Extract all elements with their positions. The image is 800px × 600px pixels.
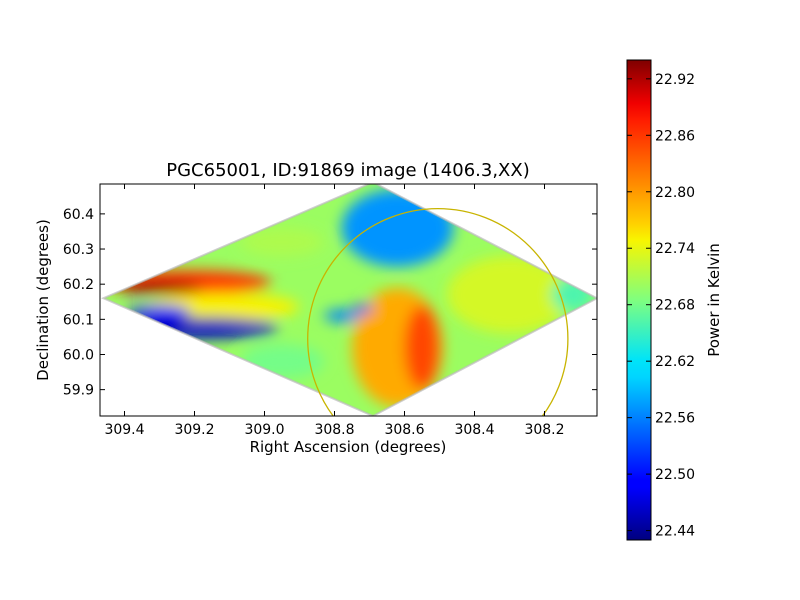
field-region <box>324 309 359 323</box>
axes-frame <box>99 183 598 417</box>
y-axis-label: Declination (degrees) <box>34 219 52 381</box>
y-tick-label: 60.2 <box>63 277 94 293</box>
field-edge <box>100 184 597 416</box>
colorbar-tick-label: 22.86 <box>655 128 695 144</box>
field-region <box>551 277 594 313</box>
field-base <box>103 184 597 416</box>
colorbar-tick-label: 22.56 <box>655 411 695 427</box>
colorbar-label: Power in Kelvin <box>705 243 723 357</box>
x-tick-label: 308.6 <box>384 422 424 438</box>
field-region <box>240 227 324 257</box>
field-region <box>446 256 573 334</box>
colorbar-ticks: 22.44 22.50 22.56 22.62 22.68 22.74 22.80 22.86… <box>627 72 695 540</box>
field-regions <box>103 189 594 408</box>
field-region <box>341 189 454 267</box>
field-region <box>352 304 373 313</box>
y-tick-label: 60.0 <box>63 347 94 363</box>
beam-circle <box>307 207 569 416</box>
y-tick-label: 60.1 <box>63 312 94 328</box>
heatmap-field <box>100 184 597 416</box>
x-tick-label: 309.2 <box>174 422 214 438</box>
y-axis: 59.9 60.0 60.1 60.2 60.3 60.4 <box>63 207 597 399</box>
field-region <box>404 305 440 390</box>
field-region <box>117 281 202 295</box>
colorbar-gradient <box>626 59 652 541</box>
colorbar-tick-label: 22.74 <box>655 241 695 257</box>
colorbar-tick-label: 22.50 <box>655 467 695 483</box>
colorbar: 22.44 22.50 22.56 22.62 22.68 22.74 22.80 22.86… <box>626 59 723 541</box>
x-tick-label: 308.8 <box>314 422 354 438</box>
y-tick-label: 60.4 <box>63 207 94 223</box>
field-region <box>124 317 279 339</box>
x-tick-label: 308.2 <box>524 422 564 438</box>
colorbar-tick-label: 22.92 <box>655 72 695 88</box>
x-tick-label: 309.4 <box>104 422 144 438</box>
field-region <box>240 343 324 380</box>
x-axis: 309.4 309.2 309.0 308.8 308.6 308.4 308.2 <box>104 184 565 438</box>
chart-title: PGC65001, ID:91869 image (1406.3,XX) <box>166 160 530 181</box>
y-tick-label: 59.9 <box>63 383 94 399</box>
colorbar-tick-label: 22.44 <box>655 524 695 540</box>
colorbar-tick-label: 22.62 <box>655 354 695 370</box>
x-axis-label: Right Ascension (degrees) <box>250 438 447 456</box>
y-tick-label: 60.3 <box>63 242 94 258</box>
colorbar-tick-label: 22.80 <box>655 185 695 201</box>
x-tick-label: 308.4 <box>454 422 494 438</box>
x-tick-label: 309.0 <box>244 422 284 438</box>
colorbar-tick-label: 22.68 <box>655 298 695 314</box>
